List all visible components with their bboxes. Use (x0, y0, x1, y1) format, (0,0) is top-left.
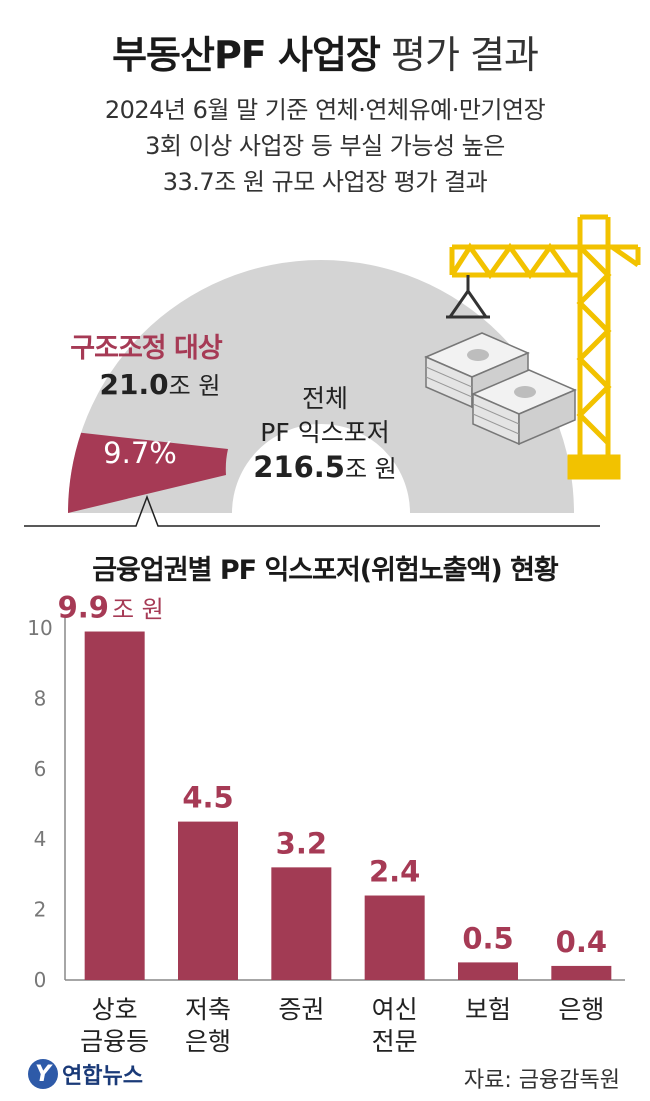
crane-icon (449, 214, 641, 480)
chart-title: 금융업권별 PF 익스포저(위험노출액) 현황 (92, 555, 559, 586)
bar (271, 867, 332, 980)
total-label-1: 전체 (301, 384, 348, 413)
restructuring-share-arc (68, 432, 228, 513)
logo-text: 연합뉴스 (62, 1064, 143, 1089)
bar-value-label: 0.4 (556, 925, 607, 959)
title-light: 평가 결과 (390, 33, 539, 77)
total-amount: 216.5 (253, 450, 345, 484)
bar (178, 821, 238, 980)
y-tick-label: 2 (34, 898, 47, 922)
category-label: 은행 (185, 1027, 231, 1055)
subtitle-line-3: 33.7조 원 규모 사업장 평가 결과 (162, 168, 488, 196)
bar-value-label: 2.4 (369, 855, 420, 889)
bar-value-label: 3.2 (276, 826, 327, 860)
divider-line (24, 494, 600, 527)
y-tick-label: 10 (27, 616, 52, 640)
y-tick-label: 4 (34, 827, 47, 851)
bar-value-label: 9.9 조 원 (58, 591, 164, 625)
crane-hook-icon (446, 275, 490, 319)
y-tick-label: 0 (34, 968, 47, 992)
title-bold: 부동산PF 사업장 (112, 33, 381, 77)
category-label: 전문 (372, 1027, 418, 1055)
subtitle-line-1: 2024년 6월 말 기준 연체·연체유예·만기연장 (104, 96, 546, 124)
total-unit: 조 원 (344, 455, 397, 483)
restructuring-label: 구조조정 대상 (70, 333, 222, 364)
yonhap-logo: Y 연합뉴스 (28, 1058, 143, 1090)
category-label: 상호 (92, 995, 138, 1024)
money-stack-icon (424, 332, 577, 446)
subtitle-line-2: 3회 이상 사업장 등 부실 가능성 높은 (145, 132, 505, 160)
bar (551, 965, 612, 980)
restructuring-share: 9.7% (103, 436, 177, 470)
y-tick-label: 8 (34, 686, 47, 710)
exposure-illustration (24, 214, 641, 527)
bar-value-label: 0.5 (462, 921, 513, 955)
restructuring-amount: 21.0 (99, 368, 169, 401)
restructuring-unit: 조 원 (168, 372, 221, 400)
category-label: 은행 (558, 995, 604, 1024)
subtitle: 2024년 6월 말 기준 연체·연체유예·만기연장 3회 이상 사업장 등 부… (0, 92, 650, 200)
category-label: 증권 (278, 995, 324, 1024)
bar (458, 962, 518, 980)
total-label-2: PF 익스포저 (260, 418, 390, 447)
source-credit: 자료: 금융감독원 (463, 1068, 620, 1093)
restructuring-value: 21.0조 원 (70, 366, 250, 401)
total-exposure: 전체 PF 익스포저 216.5조 원 (230, 382, 420, 486)
category-label: 보험 (465, 995, 511, 1024)
category-label: 금융등 (80, 1027, 149, 1055)
category-label: 저축 (185, 995, 231, 1024)
bar (364, 895, 425, 980)
y-tick-label: 6 (34, 757, 47, 781)
category-label: 여신 (372, 995, 418, 1024)
bar-value-label: 4.5 (182, 781, 233, 815)
page-title: 부동산PF 사업장 평가 결과 (0, 24, 650, 79)
bar (84, 631, 145, 980)
logo-mark-icon: Y (28, 1059, 58, 1089)
